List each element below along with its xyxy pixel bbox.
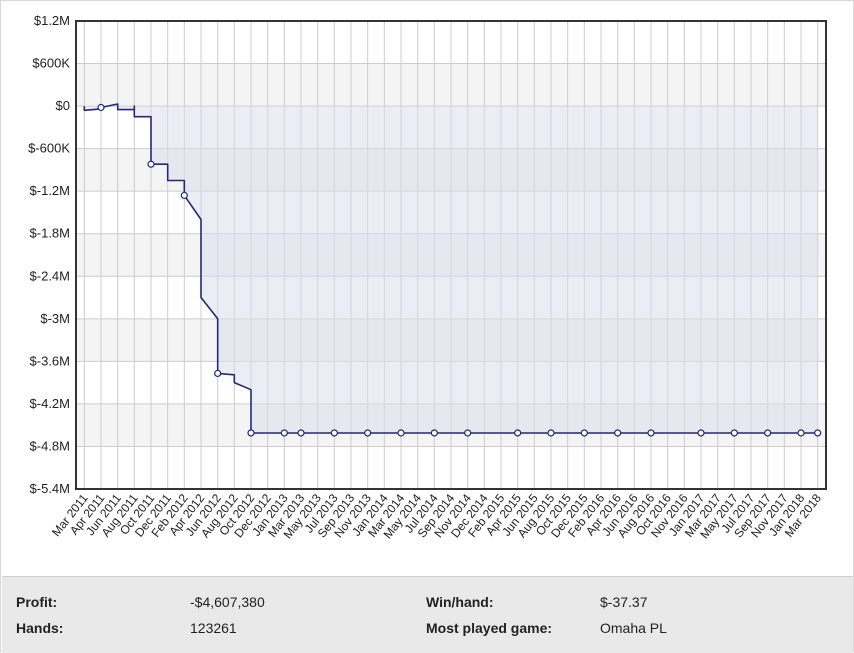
series-area <box>84 104 818 433</box>
y-tick-label: $-1.8M <box>30 226 70 241</box>
y-tick-label: $600K <box>32 56 70 71</box>
hands-label: Hands: <box>16 620 64 636</box>
data-point <box>280 429 288 437</box>
data-point <box>247 429 255 437</box>
data-point <box>464 429 472 437</box>
profit-label: Profit: <box>16 594 58 610</box>
y-tick-label: $-5.4M <box>30 481 70 496</box>
y-tick-label: $-2.4M <box>30 268 70 283</box>
data-point <box>697 429 705 437</box>
y-tick-label: $1.2M <box>34 13 70 28</box>
y-tick-label: $0 <box>56 98 70 113</box>
data-point <box>730 429 738 437</box>
data-point <box>330 429 338 437</box>
profit-chart: $1.2M $600K $0 $-600K $-1.2M $-1.8M $-2.4M $-3M… <box>28 13 827 541</box>
data-point <box>647 429 655 437</box>
y-tick-label: $-600K <box>28 141 70 156</box>
win-per-hand-value: $-37.37 <box>600 594 648 610</box>
data-point <box>797 429 805 437</box>
data-point <box>180 191 188 200</box>
data-point <box>364 429 372 437</box>
data-point <box>764 429 772 437</box>
data-point <box>514 429 522 437</box>
data-point <box>614 429 622 437</box>
data-point <box>430 429 438 437</box>
most-played-game-label: Most played game: <box>426 620 553 636</box>
profit-value: -$4,607,380 <box>190 594 265 610</box>
data-point <box>547 429 555 437</box>
plot-border <box>75 20 827 490</box>
most-played-game-value: Omaha PL <box>600 620 667 636</box>
y-tick-label: $-4.2M <box>30 396 70 411</box>
y-tick-label: $-3.6M <box>30 353 70 368</box>
data-point <box>214 369 222 378</box>
y-tick-label: $-1.2M <box>30 183 70 198</box>
data-point <box>147 160 155 168</box>
data-point <box>580 429 588 437</box>
data-point <box>814 429 822 437</box>
data-point <box>397 429 405 437</box>
win-per-hand-label: Win/hand: <box>426 594 494 610</box>
data-point <box>97 103 105 112</box>
y-tick-label: $-4.8M <box>30 438 70 453</box>
data-point <box>297 429 305 437</box>
hands-value: 123261 <box>190 620 237 636</box>
y-tick-label: $-3M <box>40 311 70 326</box>
stats-panel: Profit: -$4,607,380 Win/hand: $-37.37 Ha… <box>2 576 853 653</box>
